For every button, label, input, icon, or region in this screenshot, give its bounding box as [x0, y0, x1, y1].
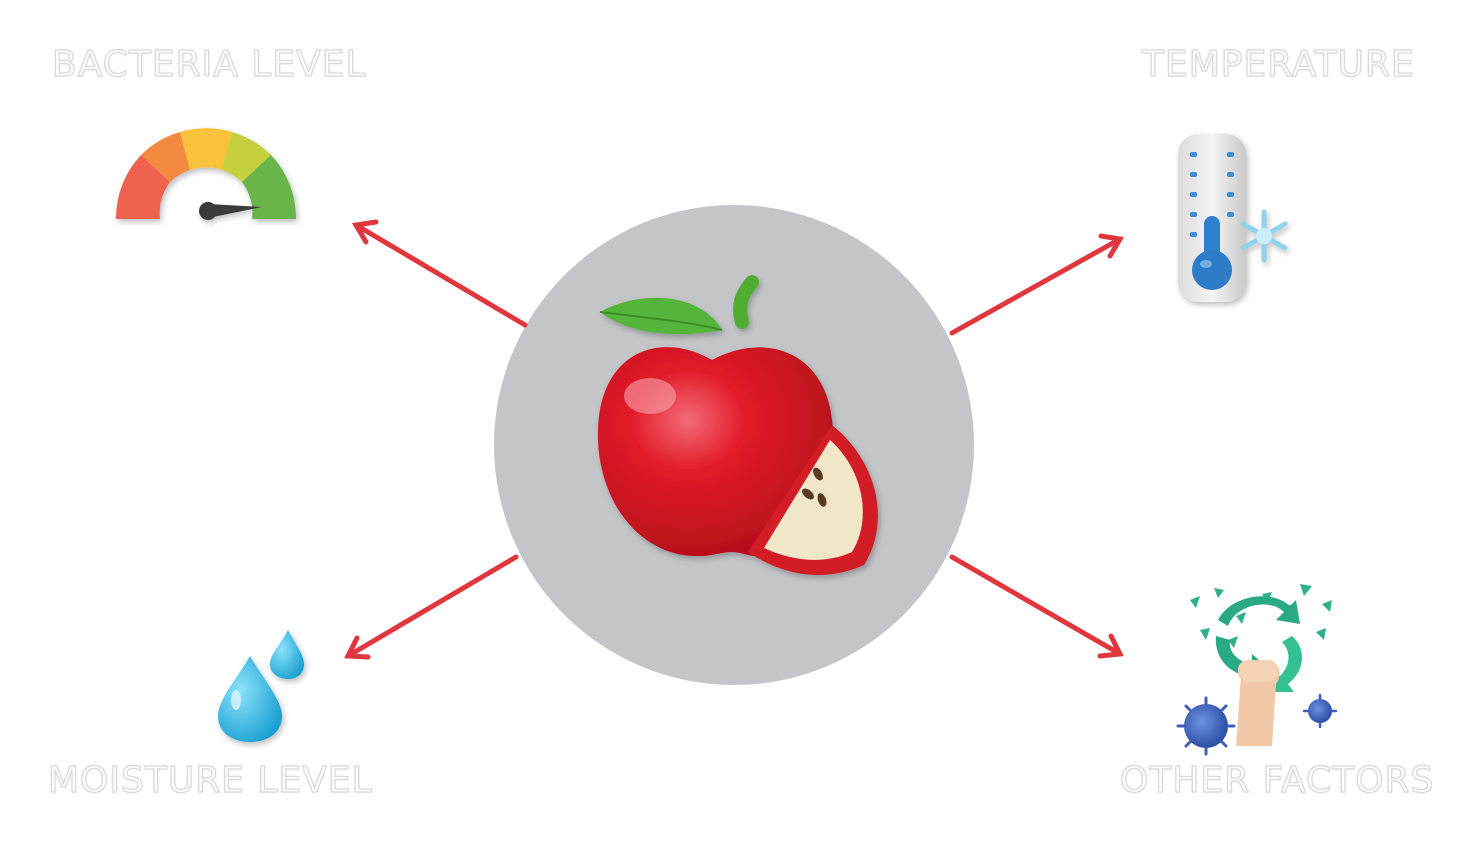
arrow-to-other [949, 554, 1124, 659]
apple-icon [597, 275, 878, 575]
thermometer-icon [1178, 134, 1288, 302]
gauge-icon [115, 128, 297, 220]
label-other-factors: OTHER FACTORS [1119, 759, 1435, 801]
label-moisture-level: MOISTURE LEVEL [47, 759, 373, 801]
arrow-to-moisture [344, 554, 519, 660]
label-bacteria-level: BACTERIA LEVEL [51, 43, 367, 85]
arrow-to-temperature [949, 233, 1125, 336]
label-temperature: TEMPERATURE [1141, 43, 1415, 85]
recycle-virus-icon [1176, 584, 1338, 756]
arrow-to-bacteria [351, 219, 528, 328]
water-drops-icon [218, 630, 304, 742]
